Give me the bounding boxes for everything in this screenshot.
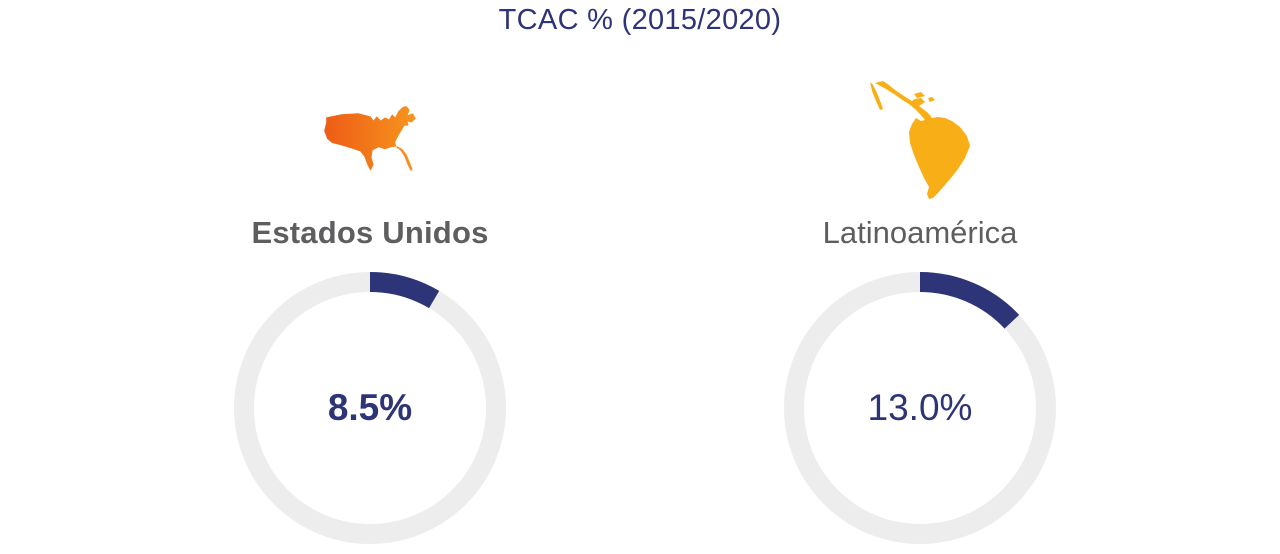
region-label-estados-unidos: Estados Unidos: [251, 215, 489, 250]
panel-estados-unidos: Estados Unidos 8.5%: [170, 78, 570, 545]
donut-chart-estados-unidos: 8.5%: [234, 272, 506, 545]
donut-arc: [234, 272, 506, 545]
donut-arc: [784, 272, 1056, 545]
latam-mainland-shape: [875, 80, 970, 199]
donut-svg-latinoamerica: [784, 272, 1056, 545]
panel-latinoamerica: Latinoamérica 13.0%: [720, 78, 1120, 545]
region-label-latinoamerica: Latinoamérica: [822, 215, 1018, 250]
latam-map-icon: [870, 80, 970, 199]
usa-map-shape: [323, 106, 416, 171]
donut-value-label-latinoamerica: 13.0%: [867, 387, 973, 429]
donut-svg-estados-unidos: [234, 272, 506, 545]
cuba-island-shape: [914, 91, 925, 98]
hispaniola-island-shape: [928, 96, 935, 102]
baja-peninsula-shape: [870, 81, 883, 110]
donut-chart-latinoamerica: 13.0%: [784, 272, 1056, 545]
us-icon-box: [319, 78, 422, 200]
latam-icon-box: [868, 78, 972, 200]
usa-map-icon: [323, 106, 416, 171]
donut-value-label-estados-unidos: 8.5%: [327, 387, 413, 429]
chart-title: TCAC % (2015/2020): [498, 4, 782, 36]
